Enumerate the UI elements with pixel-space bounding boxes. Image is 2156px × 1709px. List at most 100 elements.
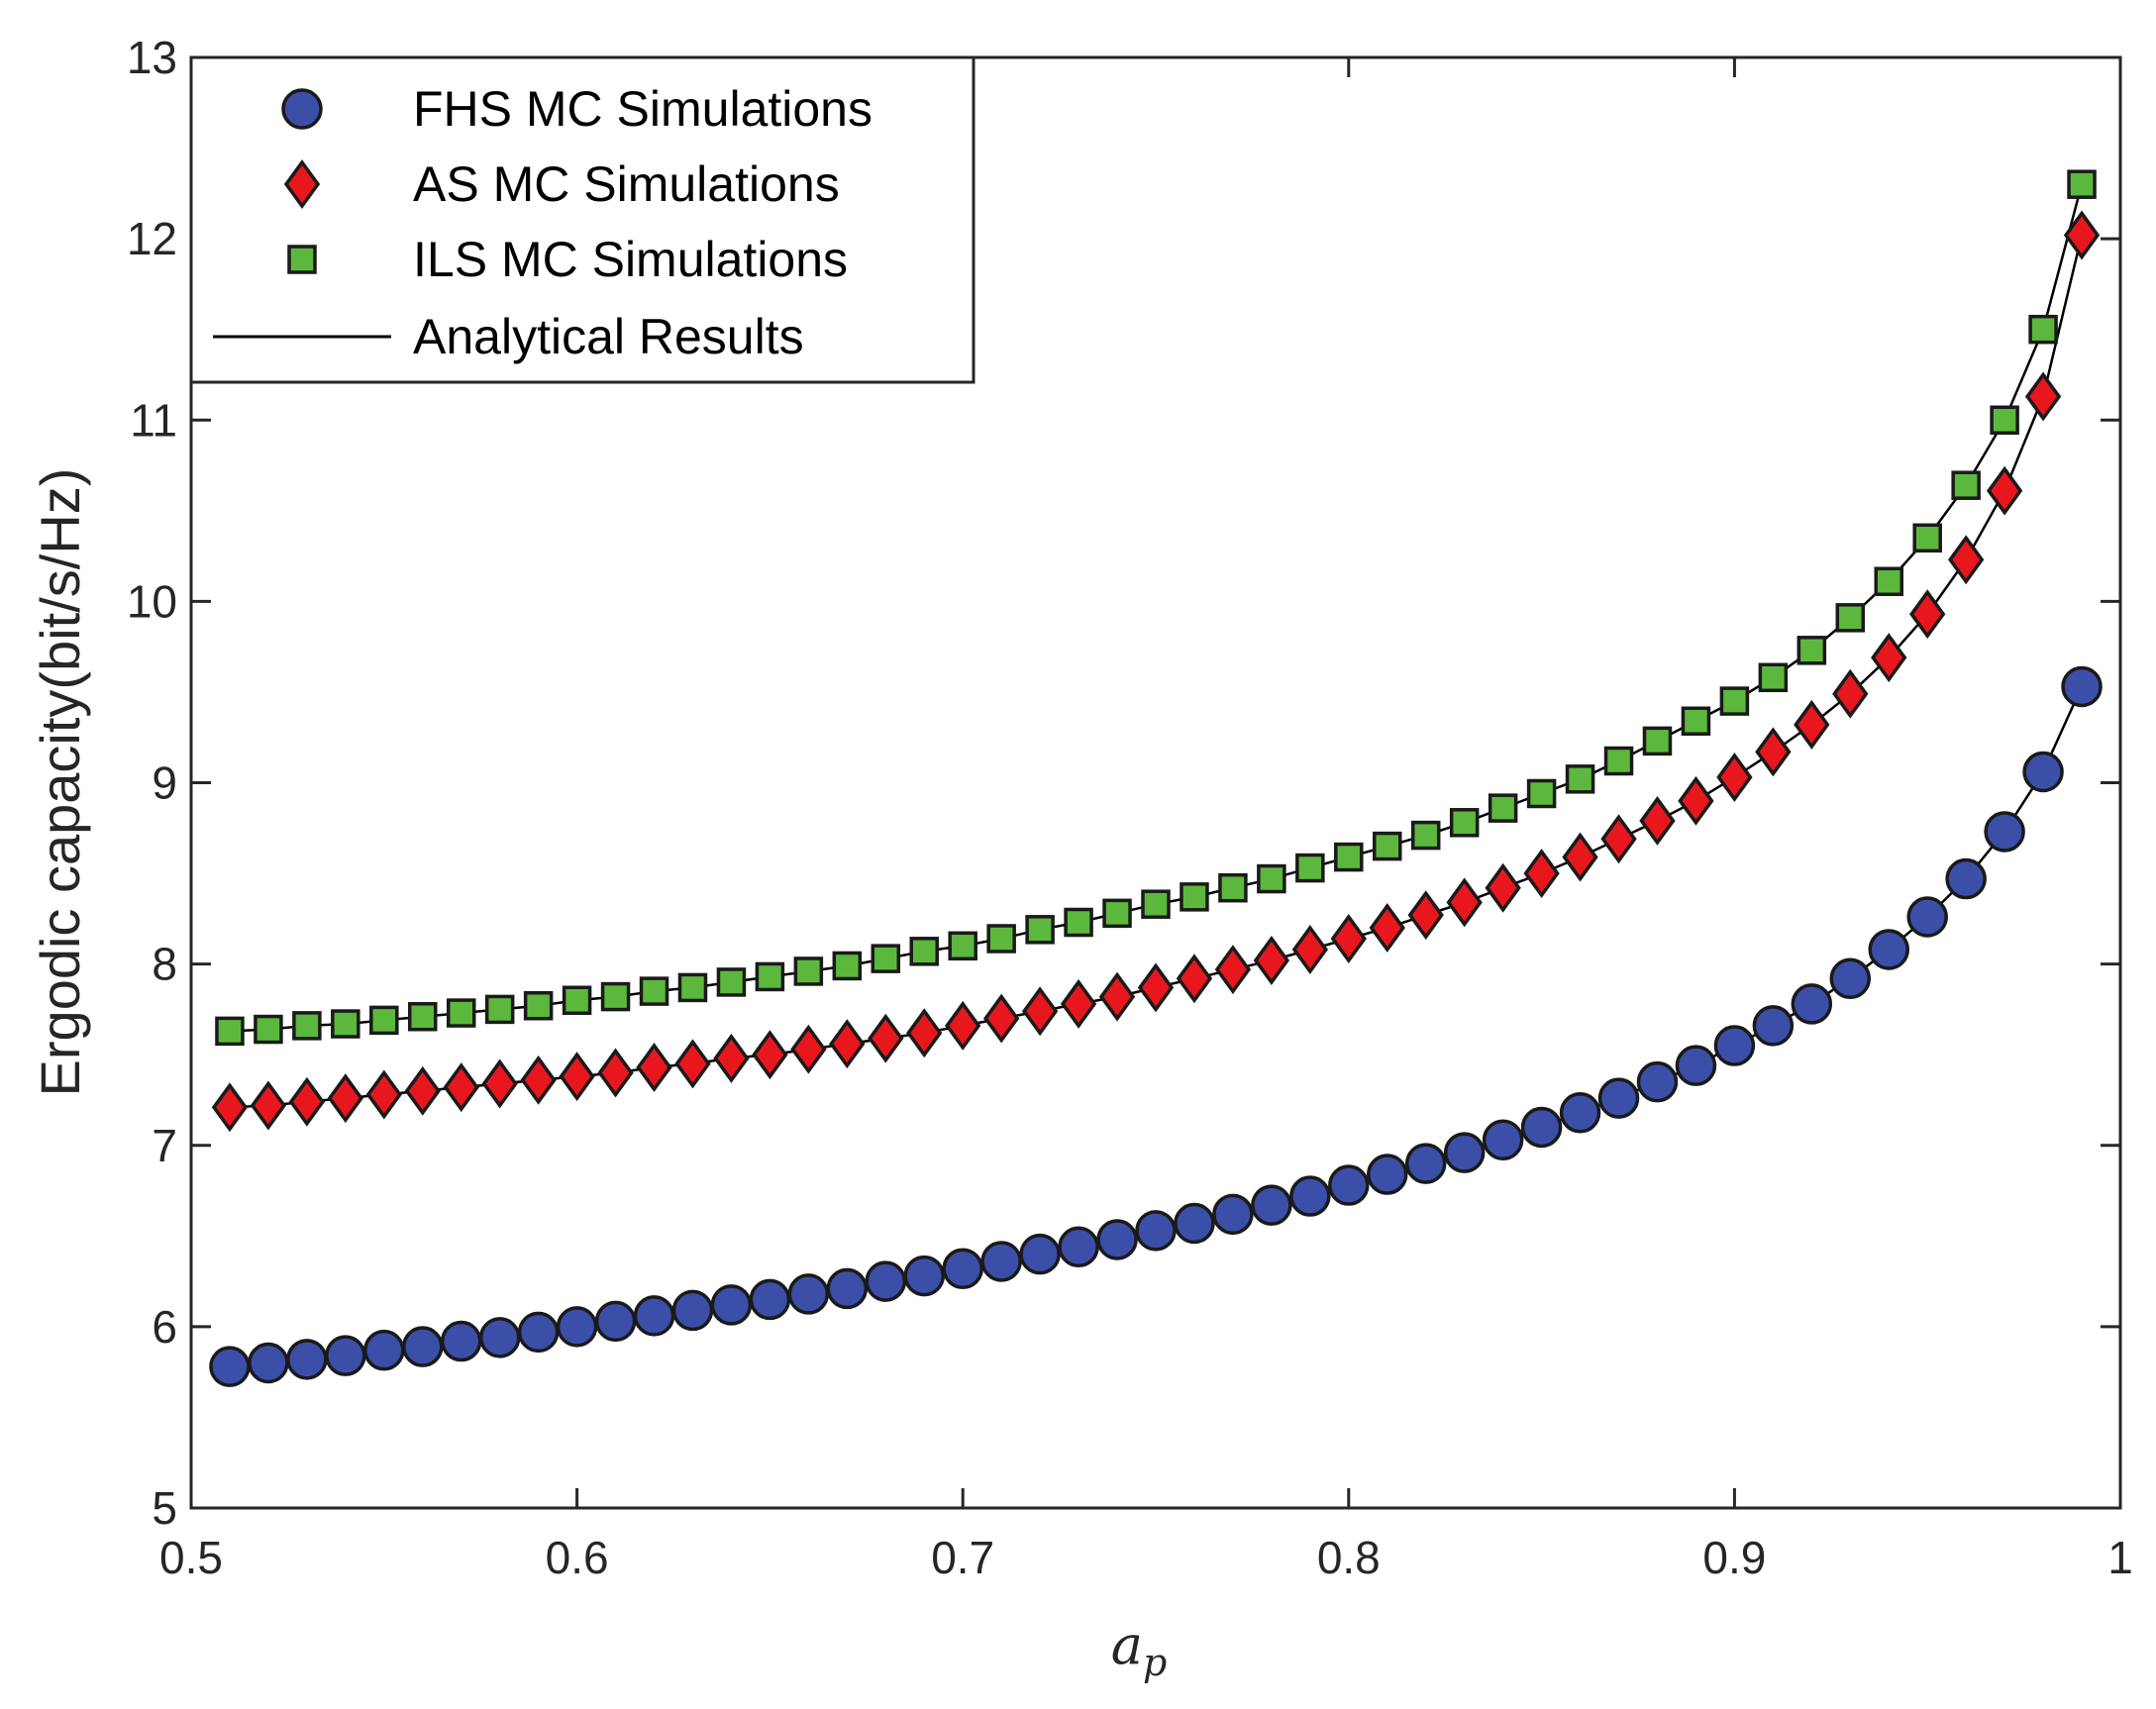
data-point-square bbox=[292, 1011, 322, 1041]
data-point-circle bbox=[671, 1289, 714, 1332]
data-point-circle bbox=[787, 1273, 830, 1315]
data-point-diamond bbox=[1909, 589, 1946, 640]
y-tick-label: 10 bbox=[127, 575, 177, 627]
data-point-diamond bbox=[597, 1048, 634, 1098]
data-point-diamond bbox=[906, 1008, 943, 1058]
data-point-square bbox=[1758, 662, 1789, 693]
data-point-square bbox=[331, 1009, 360, 1039]
x-axis-label: ap bbox=[1111, 1614, 1168, 1684]
y-tick-label: 5 bbox=[152, 1482, 177, 1534]
data-point-circle bbox=[1945, 857, 1987, 900]
y-tick-label: 11 bbox=[130, 394, 177, 446]
data-point-circle bbox=[594, 1300, 637, 1343]
data-point-square bbox=[871, 944, 901, 973]
data-point-square bbox=[1373, 831, 1402, 861]
x-axis-label-main: a bbox=[1111, 1614, 1143, 1676]
data-point-circle bbox=[517, 1311, 560, 1354]
data-point-circle bbox=[1019, 1233, 1061, 1275]
data-point-circle bbox=[1096, 1219, 1138, 1260]
data-point-circle bbox=[440, 1320, 482, 1362]
data-point-square bbox=[1835, 603, 1866, 633]
data-point-diamond bbox=[1330, 914, 1367, 963]
data-point-diamond bbox=[829, 1019, 866, 1069]
data-point-circle bbox=[1829, 957, 1872, 1000]
data-point-square bbox=[1180, 882, 1209, 912]
data-point-circle bbox=[248, 1342, 289, 1384]
data-point-diamond bbox=[1986, 465, 2023, 516]
data-point-square bbox=[639, 976, 669, 1006]
data-point-diamond bbox=[636, 1043, 672, 1092]
data-point-circle bbox=[1443, 1132, 1486, 1173]
data-point-circle bbox=[402, 1326, 444, 1367]
data-point-circle bbox=[363, 1329, 405, 1371]
data-point-square bbox=[254, 1014, 283, 1045]
data-point-square bbox=[215, 1016, 245, 1047]
data-markers bbox=[209, 169, 2103, 1387]
data-point-diamond bbox=[945, 1000, 981, 1051]
data-point-diamond bbox=[211, 1082, 249, 1133]
legend-square-marker bbox=[287, 245, 317, 274]
legend-diamond-marker bbox=[283, 159, 321, 209]
data-point-square bbox=[2028, 314, 2058, 345]
legend: FHS MC Simulations AS MC Simulations ILS M… bbox=[189, 55, 975, 384]
data-point-square bbox=[1334, 842, 1364, 872]
data-point-diamond bbox=[1253, 935, 1290, 985]
data-point-diamond bbox=[520, 1055, 557, 1105]
data-point-square bbox=[1912, 523, 1942, 553]
data-point-diamond bbox=[1485, 862, 1521, 913]
y-axis-label: Ergodic capacity(bit/s/Hz) bbox=[29, 468, 91, 1097]
series-circle bbox=[209, 665, 2103, 1387]
data-point-diamond bbox=[1523, 849, 1560, 899]
data-point-circle bbox=[1559, 1092, 1601, 1134]
data-point-circle bbox=[2022, 751, 2064, 793]
data-point-circle bbox=[1367, 1154, 1408, 1195]
data-point-diamond bbox=[674, 1039, 711, 1089]
data-point-diamond bbox=[1871, 633, 1907, 683]
legend-label-square: ILS MC Simulations bbox=[413, 232, 848, 287]
data-point-square bbox=[446, 998, 476, 1028]
data-point-square bbox=[484, 994, 515, 1025]
data-point-circle bbox=[749, 1278, 791, 1321]
x-tick-label: 0.9 bbox=[1702, 1532, 1766, 1583]
data-point-diamond bbox=[288, 1076, 326, 1127]
data-point-circle bbox=[1174, 1202, 1215, 1245]
data-point-circle bbox=[1482, 1119, 1524, 1161]
data-point-square bbox=[1874, 566, 1903, 596]
data-point-square bbox=[1449, 808, 1480, 838]
data-point-circle bbox=[1212, 1193, 1254, 1236]
data-point-diamond bbox=[443, 1062, 479, 1113]
y-tick-label: 9 bbox=[152, 757, 177, 809]
legend-circle-marker bbox=[281, 88, 323, 130]
data-point-circle bbox=[710, 1284, 753, 1326]
data-point-circle bbox=[903, 1255, 945, 1297]
data-point-circle bbox=[325, 1335, 366, 1376]
data-point-diamond bbox=[1137, 962, 1175, 1013]
data-point-circle bbox=[1675, 1045, 1717, 1086]
data-point-square bbox=[832, 951, 863, 981]
data-point-circle bbox=[980, 1241, 1022, 1282]
data-point-circle bbox=[2061, 665, 2103, 708]
data-point-circle bbox=[1868, 929, 1909, 970]
x-axis-ticks: 0.5 0.6 0.7 0.8 0.9 1 bbox=[159, 57, 2133, 1583]
data-point-circle bbox=[1251, 1184, 1292, 1226]
data-point-circle bbox=[1984, 811, 2025, 853]
data-point-square bbox=[948, 931, 977, 961]
data-point-square bbox=[1565, 764, 1595, 794]
data-point-circle bbox=[1752, 1005, 1795, 1047]
data-point-diamond bbox=[1755, 727, 1792, 777]
data-point-diamond bbox=[1716, 753, 1753, 802]
data-point-diamond bbox=[327, 1073, 364, 1124]
y-tick-label: 12 bbox=[127, 213, 177, 264]
data-point-diamond bbox=[1446, 877, 1483, 928]
data-point-square bbox=[1642, 726, 1673, 756]
data-point-square bbox=[986, 924, 1016, 954]
data-point-circle bbox=[1289, 1175, 1331, 1217]
series-square bbox=[215, 169, 2097, 1047]
y-tick-label: 13 bbox=[127, 32, 177, 83]
data-point-square bbox=[1603, 746, 1634, 776]
data-point-diamond bbox=[2024, 371, 2062, 422]
data-point-diamond bbox=[1214, 945, 1252, 995]
data-point-diamond bbox=[1176, 954, 1213, 1004]
data-point-diamond bbox=[1678, 775, 1714, 826]
